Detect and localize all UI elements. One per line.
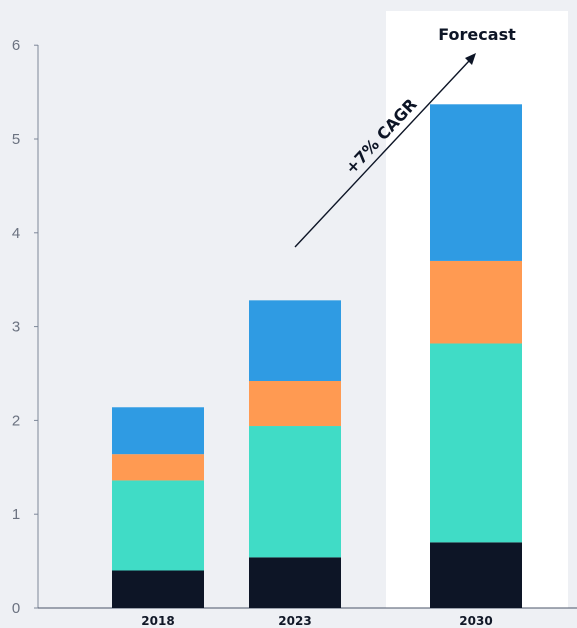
bars <box>112 104 522 608</box>
bar-segment-2030-3 <box>430 260 522 344</box>
y-tick-label: 1 <box>12 506 20 523</box>
x-axis-labels: 2018 2023 2030 <box>141 614 492 628</box>
y-tick-label: 5 <box>12 131 20 148</box>
x-tick-label: 2023 <box>278 614 311 628</box>
bar-segment-2018-3 <box>112 454 204 481</box>
y-tick-label: 0 <box>12 600 20 617</box>
bar-segment-2018-4 <box>112 407 204 455</box>
bar-segment-2023-1 <box>249 557 341 608</box>
y-tick-label: 4 <box>12 225 20 242</box>
bar-segment-2023-4 <box>249 300 341 382</box>
x-tick-label: 2018 <box>141 614 174 628</box>
bar-segment-2030-2 <box>430 343 522 543</box>
bar-segment-2018-1 <box>112 570 204 608</box>
x-tick-label: 2030 <box>459 614 492 628</box>
y-axis: 0 1 2 3 4 5 6 <box>12 37 39 617</box>
cagr-arrow-head <box>465 53 476 65</box>
bar-segment-2018-2 <box>112 480 204 571</box>
y-tick-label: 2 <box>12 412 20 429</box>
bar-segment-2030-1 <box>430 542 522 608</box>
bar-segment-2023-3 <box>249 381 341 427</box>
bar-segment-2023-2 <box>249 426 341 558</box>
bar-segment-2030-4 <box>430 104 522 261</box>
y-tick-label: 6 <box>12 37 20 54</box>
forecast-label: Forecast <box>438 25 516 44</box>
cagr-arrow-line <box>294 60 470 248</box>
y-tick-label: 3 <box>12 319 20 336</box>
